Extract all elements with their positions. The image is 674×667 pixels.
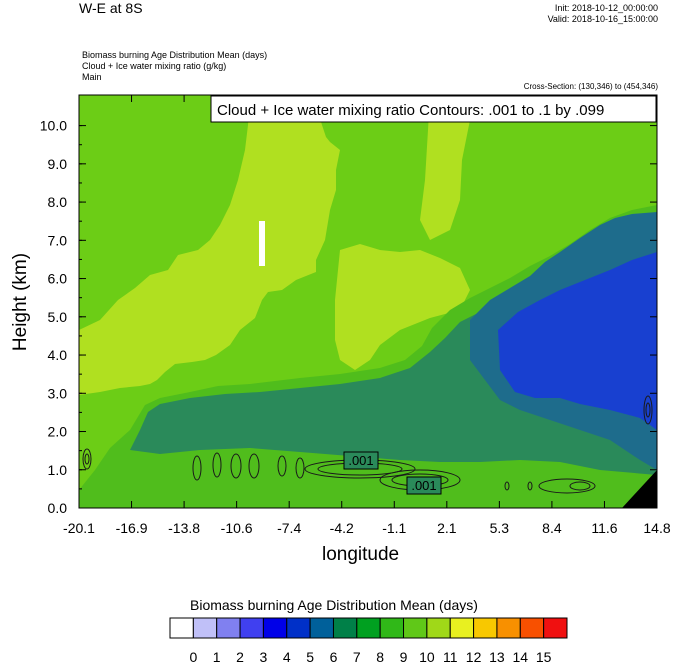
x-tick-label: -7.4 <box>277 520 301 536</box>
x-tick-label: -13.8 <box>168 520 200 536</box>
y-tick-label: 4.0 <box>48 347 68 363</box>
colorbar-swatch <box>286 617 311 639</box>
contour-label: .001 <box>411 478 436 493</box>
colorbar-label: 9 <box>400 649 408 665</box>
x-tick-label: 11.6 <box>591 520 617 536</box>
colorbar-swatch <box>496 617 521 639</box>
chart-title: W-E at 8S <box>79 0 143 16</box>
colorbar-swatch <box>216 617 241 639</box>
x-tick-label: -1.1 <box>382 520 406 536</box>
contour-labels: .001 .001 <box>343 451 442 495</box>
x-tick-label: -4.2 <box>330 520 354 536</box>
colorbar-swatch <box>309 617 334 639</box>
colorbar-swatch <box>239 617 264 639</box>
valid-time: Valid: 2018-10-16_15:00:00 <box>547 14 658 24</box>
colorbar-swatch <box>356 617 381 639</box>
colorbar-label: 1 <box>213 649 221 665</box>
colorbar-swatch <box>449 617 475 639</box>
colorbar-label: 10 <box>419 649 435 665</box>
x-tick-label: -20.1 <box>63 520 95 536</box>
x-tick-label: 14.8 <box>643 520 670 536</box>
colorbar: 0 1 2 3 4 5 6 7 8 9 10 11 12 13 14 15 <box>169 617 568 665</box>
y-tick-label: 2.0 <box>48 424 68 440</box>
colorbar-label: 6 <box>330 649 338 665</box>
x-axis-label: longitude <box>322 544 400 565</box>
colorbar-swatch <box>543 617 568 639</box>
contour-legend-text: Cloud + Ice water mixing ratio Contours:… <box>217 102 604 119</box>
init-time: Init: 2018-10-12_00:00:00 <box>554 3 658 13</box>
colorbar-label: 12 <box>466 649 482 665</box>
colorbar-label: 3 <box>260 649 268 665</box>
field-name-2: Cloud + Ice water mixing ratio (g/kg) <box>82 61 227 71</box>
x-tick-label: 5.3 <box>490 520 510 536</box>
colorbar-label: 14 <box>513 649 529 665</box>
x-tick-label: 8.4 <box>542 520 562 536</box>
colorbar-label: 8 <box>376 649 384 665</box>
colorbar-swatch <box>262 617 288 639</box>
heatmap-field <box>79 95 657 508</box>
y-tick-label: 3.0 <box>48 385 68 401</box>
colorbar-label: 11 <box>443 649 458 665</box>
contour-label-box <box>406 476 442 495</box>
colorbar-label: 7 <box>353 649 361 665</box>
colorbar-swatch <box>192 617 218 639</box>
y-tick-label: 6.0 <box>48 271 68 287</box>
contour-label: .001 <box>348 453 373 468</box>
x-tick-label: -10.6 <box>221 520 253 536</box>
y-tick-label: 5.0 <box>48 309 68 325</box>
y-tick-label: 1.0 <box>48 462 68 478</box>
y-tick-label: 7.0 <box>48 232 68 248</box>
colorbar-swatch <box>403 617 428 639</box>
colorbar-swatch <box>169 617 194 639</box>
contour-legend-box: Cloud + Ice water mixing ratio Contours:… <box>210 95 657 123</box>
field-name-3: Main <box>82 72 102 82</box>
y-tick-label: 0.0 <box>48 500 68 516</box>
colorbar-label: 13 <box>489 649 505 665</box>
colorbar-label: 4 <box>283 649 291 665</box>
y-axis: 0.0 1.0 2.0 3.0 4.0 5.0 6.0 7.0 8.0 9.0 10.0 <box>40 118 657 516</box>
missing-data-gap <box>259 221 265 266</box>
field-name-1: Biomass burning Age Distribution Mean (d… <box>82 50 268 60</box>
terrain-mask <box>622 470 657 508</box>
plot-frame <box>78 94 658 509</box>
colorbar-title: Biomass burning Age Distribution Mean (d… <box>190 597 478 613</box>
cross-section-label: Cross-Section: (130,346) to (454,346) <box>523 82 658 91</box>
region-east-blue-plume <box>498 252 657 430</box>
colorbar-label: 5 <box>306 649 314 665</box>
x-tick-label: 2.1 <box>437 520 457 536</box>
colorbar-swatch <box>426 617 451 639</box>
contour-label-box <box>343 451 379 470</box>
colorbar-swatch <box>379 617 405 639</box>
colorbar-label: 15 <box>536 649 552 665</box>
colorbar-label: 2 <box>236 649 244 665</box>
y-tick-label: 9.0 <box>48 156 68 172</box>
colorbar-swatch <box>519 617 545 639</box>
y-axis-label: Height (km) <box>10 252 31 352</box>
colorbar-swatch <box>332 617 358 639</box>
y-tick-label: 10.0 <box>40 118 67 134</box>
x-tick-label: -16.9 <box>116 520 148 536</box>
colorbar-swatch <box>473 617 498 639</box>
y-tick-label: 8.0 <box>48 194 68 210</box>
region-upper-light-band <box>79 95 470 395</box>
cloud-contours <box>82 395 653 494</box>
colorbar-label: 0 <box>189 649 197 665</box>
